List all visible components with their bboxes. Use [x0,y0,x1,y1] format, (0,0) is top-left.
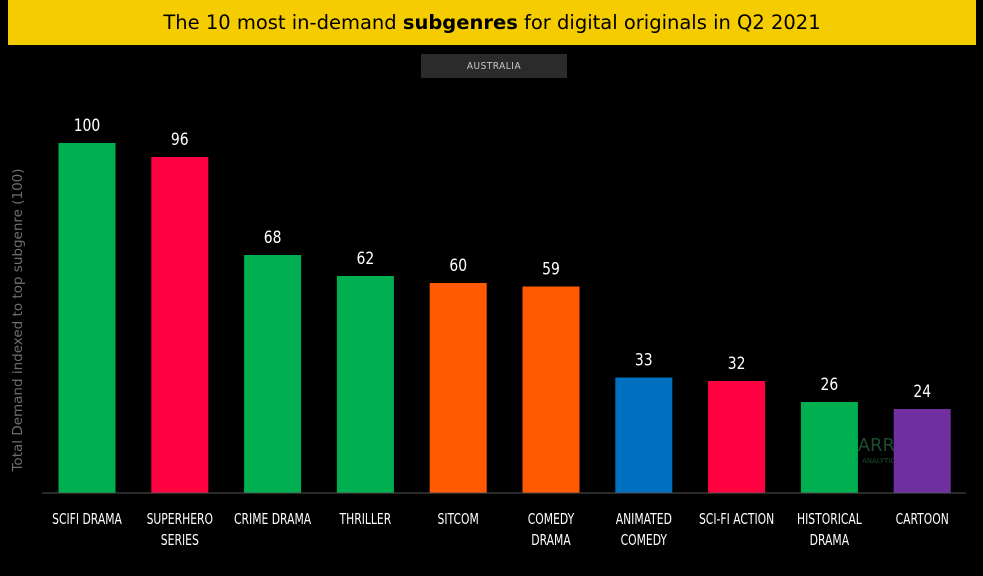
region-badge: AUSTRALIA [421,54,567,78]
bar [244,255,302,493]
bar [58,143,116,493]
chart-title-emphasis: subgenres [402,11,518,34]
bar [151,157,209,493]
bar [522,286,580,493]
bars-layer: 100 SCIFI DRAMA 96 SUPERHERO SERIES 68 CRIME D… [52,116,951,550]
category-label: COMEDY [621,532,667,549]
data-label: 62 [357,249,375,269]
category-label: SERIES [161,532,199,549]
data-label: 100 [74,116,101,136]
bar [429,283,487,493]
data-label: 33 [635,350,653,370]
category-label: DRAMA [531,532,570,549]
bar [708,381,766,493]
category-label: THRILLER [339,511,392,528]
data-label: 59 [542,259,560,279]
data-label: 60 [449,256,467,276]
title-bar: The 10 most in-demand subgenres for digi… [8,0,976,45]
chart-title: The 10 most in-demand subgenres for digi… [163,11,821,34]
bar [800,402,858,493]
data-label: 24 [913,382,931,402]
category-label: CRIME DRAMA [234,511,311,528]
category-label: HISTORICAL [797,511,862,528]
data-label: 26 [821,375,839,395]
bar [336,276,394,493]
category-label: SCI-FI ACTION [699,511,774,528]
category-label: CARTOON [896,511,949,528]
data-label: 68 [264,228,282,248]
category-label: ANIMATED [616,511,672,528]
category-label: DRAMA [810,532,849,549]
data-label: 32 [728,354,746,374]
category-label: SCIFI DRAMA [52,511,122,528]
category-label: COMEDY [528,511,574,528]
category-label: SUPERHERO [147,511,213,528]
watermark-sub: ANALYTICS [862,457,900,465]
category-label: SITCOM [438,511,479,528]
bar [615,377,673,493]
data-label: 96 [171,130,189,150]
bar [893,409,951,493]
